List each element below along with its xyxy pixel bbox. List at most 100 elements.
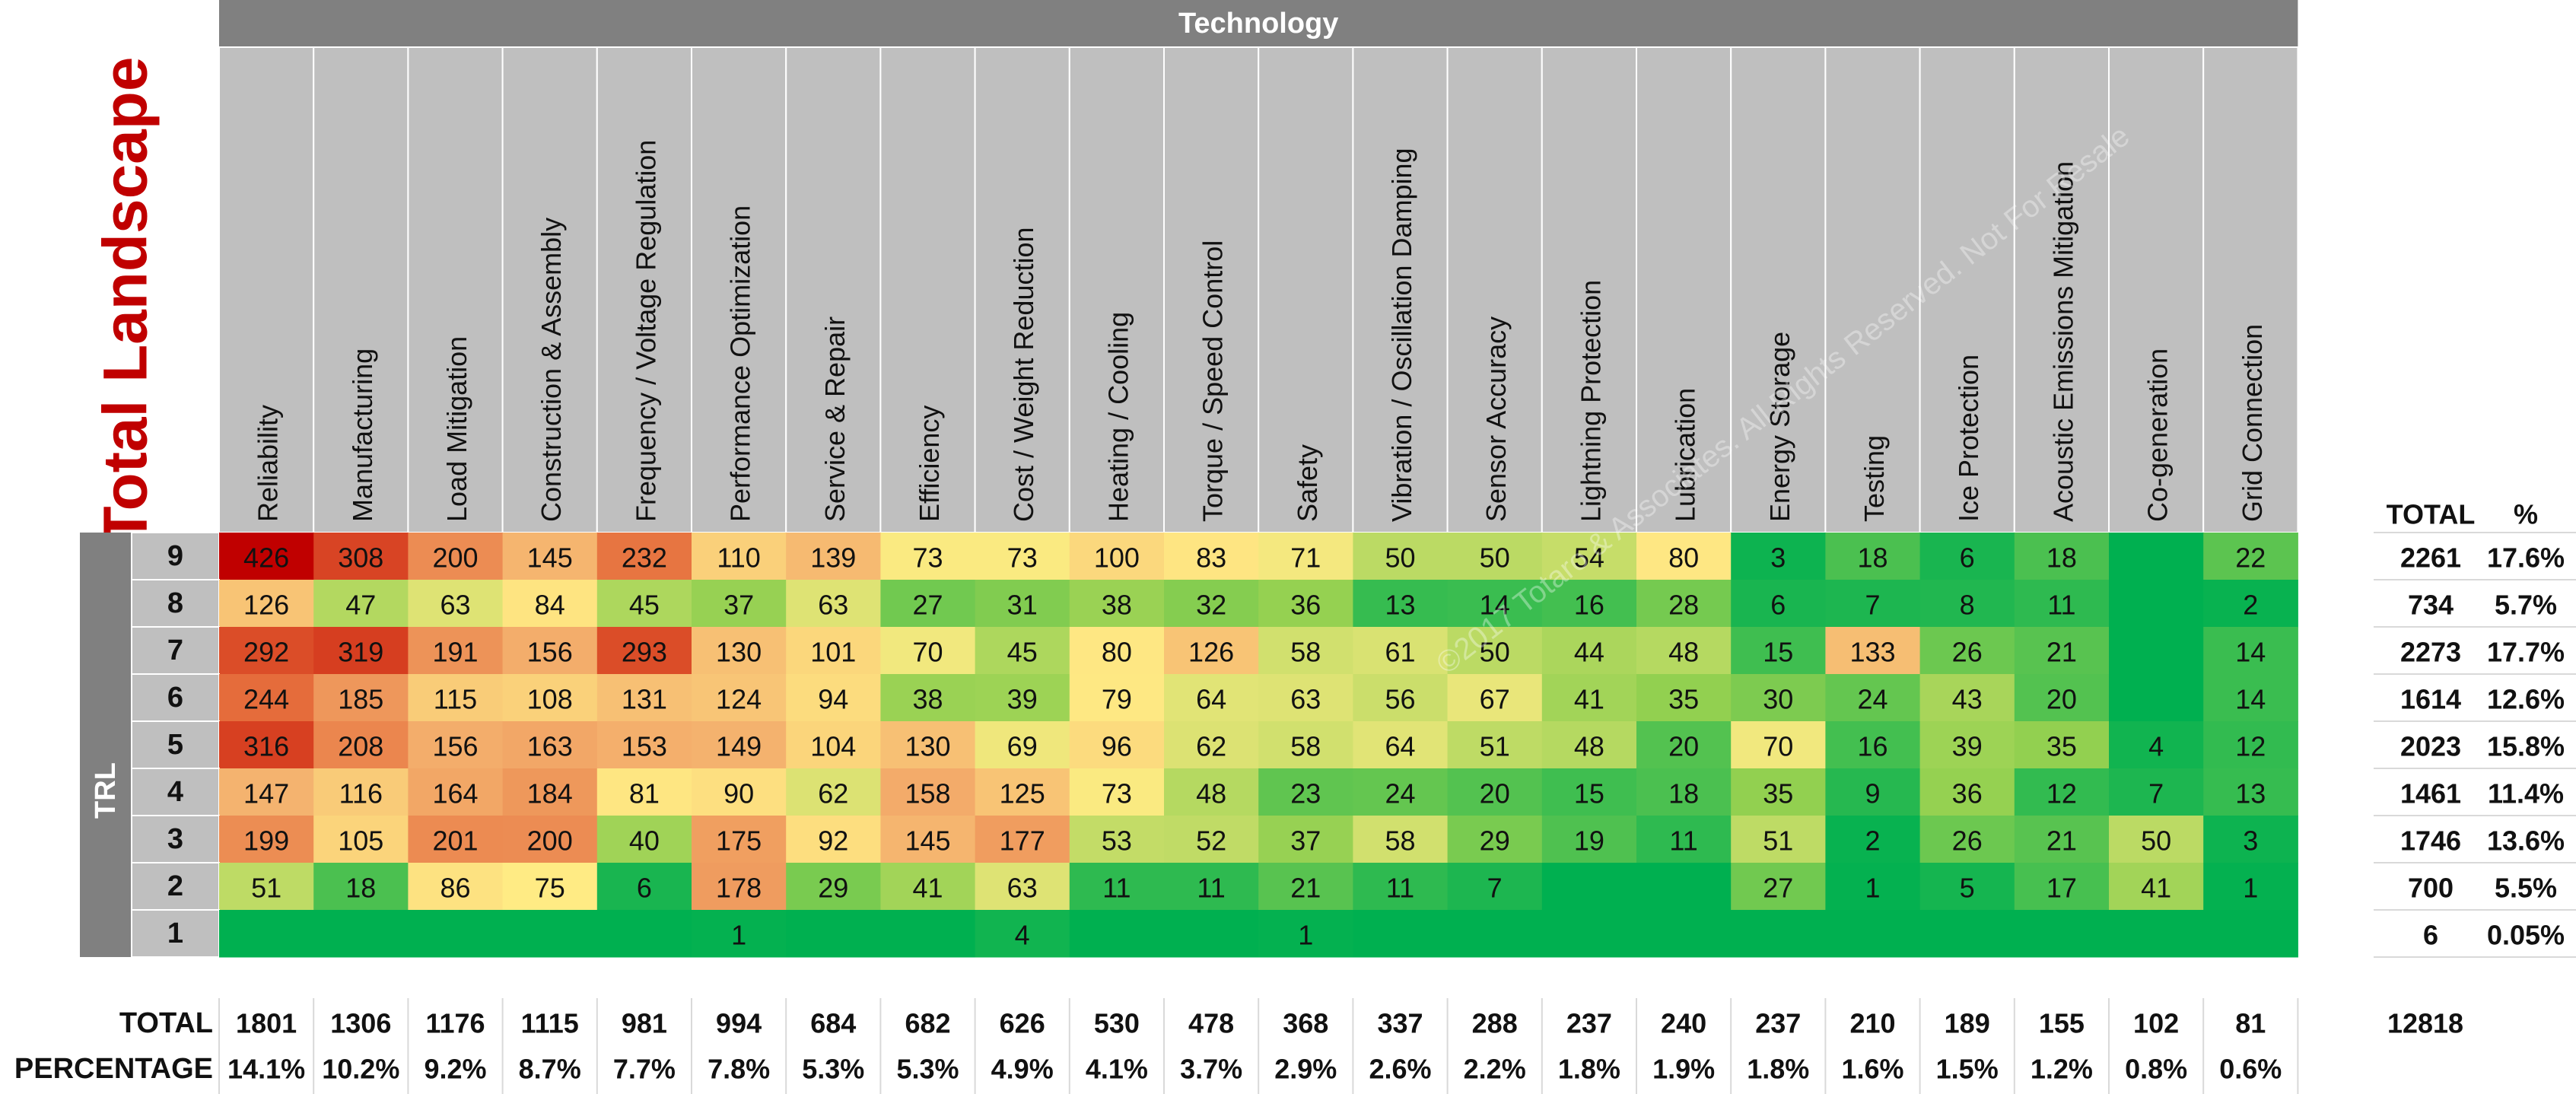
column-percent-label: 8.7% (519, 1054, 581, 1085)
column-header-cell (2202, 46, 2299, 533)
cell-value-label: 40 (629, 825, 660, 857)
column-percent-label: 4.1% (1086, 1054, 1148, 1085)
cell-value-label: 130 (716, 637, 762, 668)
cell-value-label: 11 (1102, 873, 1131, 904)
technology-header-bar (219, 0, 2298, 47)
heatmap-cell (975, 863, 1070, 911)
heatmap-cell (1353, 816, 1449, 863)
cell-value-label: 86 (440, 873, 470, 904)
cell-value-label: 163 (527, 731, 573, 762)
heatmap-cell (975, 533, 1070, 580)
column-total-label: 626 (1000, 1008, 1045, 1039)
cell-value-label: 24 (1857, 684, 1887, 715)
column-total-label: 1115 (521, 1008, 579, 1039)
heatmap-cell (313, 768, 409, 816)
cell-value-label: 14 (2235, 684, 2266, 715)
column-label: Service & Repair (819, 316, 851, 522)
heatmap-cell (975, 674, 1070, 722)
cell-value-label: 35 (1668, 684, 1699, 715)
cell-value-label: 177 (1000, 825, 1045, 857)
cell-value-label: 1 (2243, 873, 2258, 904)
heatmap-cell (786, 721, 881, 769)
heatmap-cell (408, 674, 504, 722)
row-label: 9 (167, 540, 183, 572)
cell-value-label: 79 (1102, 684, 1132, 715)
column-header-cell (1919, 46, 2015, 533)
heatmap-cell (2203, 627, 2298, 675)
heatmap-cell (880, 816, 976, 863)
column-label: Heating / Cooling (1102, 312, 1134, 522)
cell-value-label: 41 (912, 873, 943, 904)
heatmap-cell (786, 580, 881, 628)
cell-value-label: 21 (2046, 825, 2077, 857)
cell-value-label: 48 (1668, 637, 1699, 668)
cell-value-label: 18 (345, 873, 376, 904)
heatmap-cell (219, 768, 314, 816)
heatmap-cell (1636, 816, 1732, 863)
cell-value-label: 26 (1952, 825, 1983, 857)
row-percent-label: 12.6% (2487, 684, 2565, 715)
heatmap-cell (1164, 533, 1259, 580)
cell-value-label: 191 (432, 637, 478, 668)
column-label: Manufacturing (347, 348, 378, 522)
cell-value-label: 178 (716, 873, 762, 904)
heatmap-cell (1164, 768, 1259, 816)
column-label: Performance Optimization (725, 205, 756, 522)
cell-value-label: 67 (1480, 684, 1510, 715)
column-label: Efficiency (914, 405, 945, 522)
cell-value-label: 131 (622, 684, 667, 715)
heatmap-cell (1731, 768, 1826, 816)
heatmap-cell (2014, 627, 2110, 675)
heatmap-cell (1731, 627, 1826, 675)
column-percent-label: 5.3% (896, 1054, 959, 1085)
heatmap-cell (502, 580, 598, 628)
heatmap-cell (2014, 910, 2110, 958)
heatmap-cell (1825, 910, 1921, 958)
column-total-label: 288 (1472, 1008, 1518, 1039)
cell-value-label: 164 (432, 778, 478, 809)
column-label: Energy Storage (1764, 332, 1795, 522)
heatmap-cell (1825, 816, 1921, 863)
heatmap-cell (1069, 910, 1165, 958)
heatmap-cell (1069, 721, 1165, 769)
heatmap-cell (2203, 863, 2298, 911)
heatmap-cell (2109, 721, 2204, 769)
heatmap-cell (2203, 674, 2298, 722)
column-label: Torque / Speed Control (1197, 240, 1229, 522)
column-total-label: 337 (1377, 1008, 1423, 1039)
cell-value-label: 51 (251, 873, 281, 904)
heatmap-cell (219, 627, 314, 675)
column-percent-label: 1.6% (1841, 1054, 1903, 1085)
column-percent-label: 14.1% (227, 1054, 305, 1085)
column-label: Sensor Accuracy (1480, 316, 1512, 522)
cell-value-label: 41 (1574, 684, 1604, 715)
cell-value-label: 6 (1960, 542, 1975, 574)
cell-value-label: 61 (1385, 637, 1415, 668)
cell-value-label: 2 (1865, 825, 1880, 857)
column-percent-label: 1.9% (1652, 1054, 1715, 1085)
cell-value-label: 6 (637, 873, 652, 904)
heatmap-cell (219, 816, 314, 863)
heatmap-cell (1636, 533, 1732, 580)
cell-value-label: 73 (912, 542, 943, 574)
heatmap-cell (1541, 863, 1637, 911)
column-percent-label: 4.9% (991, 1054, 1054, 1085)
cell-value-label: 28 (1668, 590, 1699, 621)
heatmap-cell (692, 768, 787, 816)
row-label: 6 (167, 682, 183, 714)
heatmap-cell (408, 580, 504, 628)
cell-value-label: 75 (535, 873, 565, 904)
row-percent-label: 17.6% (2487, 542, 2565, 574)
cell-value-label: 426 (243, 542, 289, 574)
heatmap-cell (1825, 863, 1921, 911)
heatmap-cell (1258, 627, 1353, 675)
x-axis-title: Technology (1178, 8, 1338, 40)
cell-value-label: 43 (1952, 684, 1983, 715)
cell-value-label: 185 (338, 684, 383, 715)
column-header-cell (313, 46, 409, 533)
row-total-label: 1746 (2400, 825, 2461, 857)
heatmap-cell (880, 580, 976, 628)
heatmap-cell (408, 627, 504, 675)
cell-value-label: 17 (2046, 873, 2077, 904)
cell-value-label: 21 (2046, 637, 2077, 668)
